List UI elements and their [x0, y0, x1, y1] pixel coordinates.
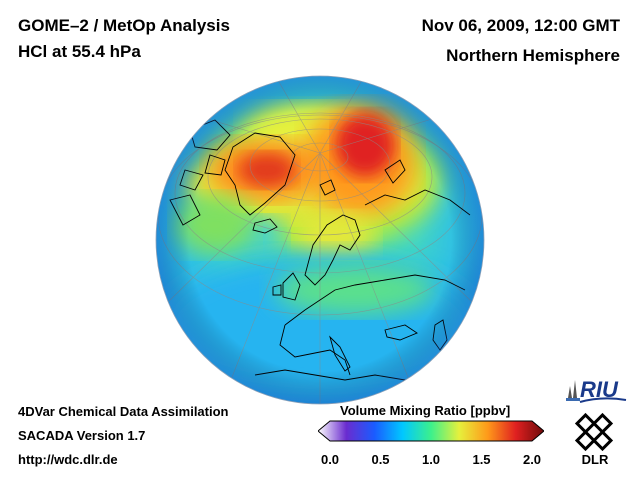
colorbar-tick-label: 0.5: [371, 452, 390, 467]
colorbar-tick-label: 2.0: [522, 452, 542, 467]
colorbar-gradient: [318, 420, 544, 442]
globe-shading: [156, 76, 484, 404]
dlr-logo: DLR: [574, 412, 614, 467]
colorbar-tick-label: 0.0: [320, 452, 340, 467]
region-label: Northern Hemisphere: [446, 46, 620, 65]
colorbar: [318, 420, 544, 442]
riu-logo: RIU: [566, 377, 627, 403]
colorbar-tick-label: 1.5: [472, 452, 491, 467]
date-label: Nov 06, 2009, 12:00 GMT: [421, 16, 620, 35]
globe-map: [155, 75, 485, 405]
colorbar-tick-label: 1.0: [421, 452, 441, 467]
colorbar-label: Volume Mixing Ratio [ppbv]: [340, 403, 511, 418]
footer-url: http://wdc.dlr.de: [18, 452, 118, 467]
title-line-2: HCl at 55.4 hPa: [18, 42, 141, 61]
footer-line-2: SACADA Version 1.7: [18, 428, 146, 443]
globe-outline: [155, 75, 485, 405]
footer-line-1: 4DVar Chemical Data Assimilation: [18, 404, 229, 419]
title-line-1: GOME–2 / MetOp Analysis: [18, 16, 230, 35]
dlr-logo-text: DLR: [582, 452, 609, 467]
